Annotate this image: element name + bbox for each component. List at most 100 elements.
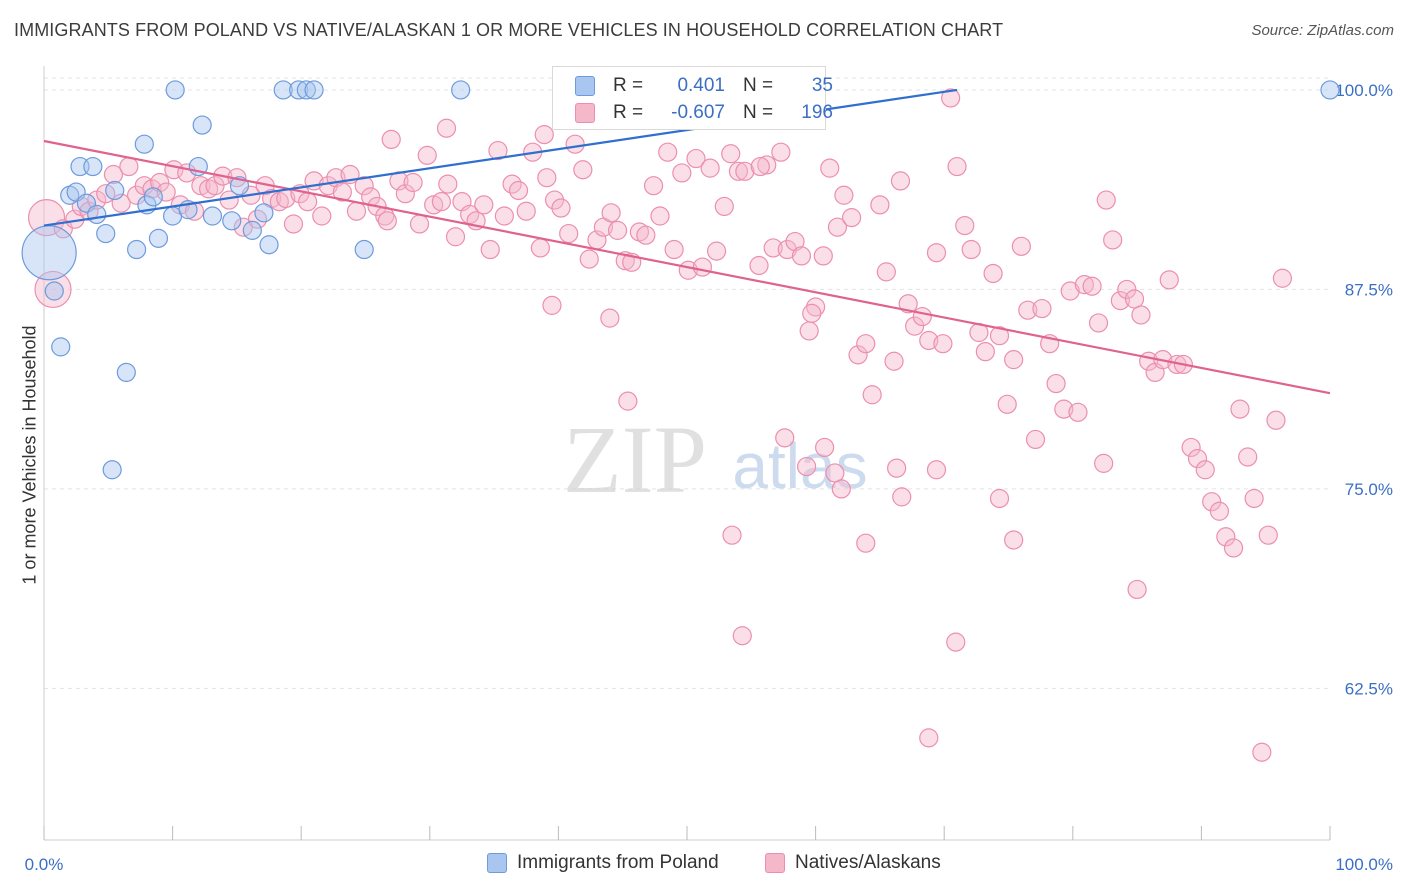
poland-point — [289, 80, 309, 100]
native-point — [1068, 402, 1088, 422]
native-point — [205, 176, 225, 196]
native-point — [658, 142, 678, 162]
poland-point — [134, 134, 154, 154]
native-point — [438, 174, 458, 194]
native-point — [750, 156, 770, 177]
native-point — [600, 308, 620, 328]
native-point — [354, 176, 374, 196]
poland-point — [296, 80, 316, 100]
native-point — [103, 164, 124, 185]
legend-n-value-poland: 35 — [811, 75, 833, 96]
native-point — [1025, 429, 1046, 450]
poland-point — [273, 80, 293, 100]
native-point — [431, 192, 451, 212]
native-point — [1159, 270, 1179, 290]
watermark-zip: ZIP — [563, 406, 707, 513]
y-axis-title: 1 or more Vehicles in Household — [19, 325, 40, 585]
poland-point — [354, 239, 374, 260]
poland-point — [451, 80, 471, 100]
native-point — [1127, 579, 1147, 600]
native-point — [946, 632, 966, 652]
native-point — [403, 172, 423, 193]
poland-point — [143, 187, 163, 207]
native-point — [926, 460, 947, 480]
native-point — [757, 155, 777, 175]
native-point — [1082, 276, 1102, 296]
series-legend: Immigrants from Poland Natives/Alaskans — [0, 852, 1406, 878]
native-point — [848, 345, 868, 365]
poland-point — [222, 211, 242, 231]
legend-r-value-poland: 0.401 — [677, 75, 725, 96]
native-point — [856, 533, 876, 553]
native-point — [544, 190, 565, 210]
poland-point — [44, 281, 64, 301]
native-point — [1103, 230, 1123, 250]
native-point — [191, 176, 211, 196]
native-point — [601, 203, 621, 223]
legend-r-value-native: -0.607 — [671, 102, 725, 123]
native-point — [1252, 742, 1272, 762]
native-point — [706, 241, 727, 261]
x-tick-label: 0.0% — [25, 855, 64, 874]
legend-n-value-native: 196 — [801, 102, 833, 123]
native-point — [933, 334, 953, 354]
native-point — [150, 172, 170, 193]
native-point — [827, 217, 848, 237]
native-trend-line — [43, 139, 1331, 395]
legend-row-poland: R = 0.401 N = 35 — [575, 73, 833, 99]
y-tick-label: 75.0% — [1345, 480, 1393, 499]
native-point — [796, 456, 817, 477]
native-point — [377, 211, 397, 231]
native-point — [424, 195, 444, 215]
legend-label-native: Natives/Alaskans — [795, 852, 941, 873]
native-point — [1272, 268, 1293, 288]
native-point — [34, 270, 72, 309]
x-tick-label: 100.0% — [1335, 855, 1393, 874]
poland-point — [304, 80, 324, 100]
native-point — [607, 220, 628, 240]
legend-item-native: Natives/Alaskans — [765, 852, 941, 874]
native-point — [941, 88, 961, 108]
native-point — [551, 198, 571, 218]
native-point — [1216, 527, 1236, 547]
native-point — [1244, 488, 1264, 509]
native-point — [892, 487, 912, 507]
native-point — [989, 326, 1010, 346]
native-point — [775, 428, 795, 448]
native-point — [1054, 399, 1074, 419]
native-point — [530, 238, 550, 258]
native-point — [834, 185, 854, 205]
native-point — [912, 306, 932, 327]
native-point — [1266, 410, 1286, 430]
legend-swatch-native — [765, 853, 785, 873]
native-point — [890, 171, 911, 191]
native-point — [777, 239, 797, 260]
legend-swatch-poland — [575, 76, 595, 96]
native-point — [650, 206, 670, 226]
watermark: ZIP atlas — [563, 406, 868, 513]
native-point — [542, 295, 562, 315]
native-point — [445, 227, 466, 247]
native-point — [813, 246, 833, 266]
native-point — [664, 239, 684, 260]
native-point — [791, 246, 812, 266]
legend-r-label: R = — [613, 75, 644, 96]
native-point — [692, 257, 713, 277]
native-point — [905, 316, 925, 336]
tick-labels: 62.5% 75.0% 87.5% 100.0% 0.0% 100.0% — [25, 81, 1393, 874]
native-point — [1230, 399, 1250, 419]
native-point — [771, 142, 791, 162]
native-point — [312, 206, 332, 226]
native-point — [799, 321, 819, 341]
poland-point — [116, 362, 136, 383]
chart-title: IMMIGRANTS FROM POLAND VS NATIVE/ALASKAN… — [14, 20, 1004, 40]
native-point — [983, 263, 1003, 284]
native-point — [1046, 373, 1066, 394]
poland-point — [192, 115, 212, 135]
series-immigrants-from-poland — [21, 80, 1340, 480]
native-point — [636, 225, 656, 245]
y-tick-label: 62.5% — [1345, 679, 1393, 698]
poland-point — [148, 228, 169, 248]
poland-point — [105, 180, 125, 201]
